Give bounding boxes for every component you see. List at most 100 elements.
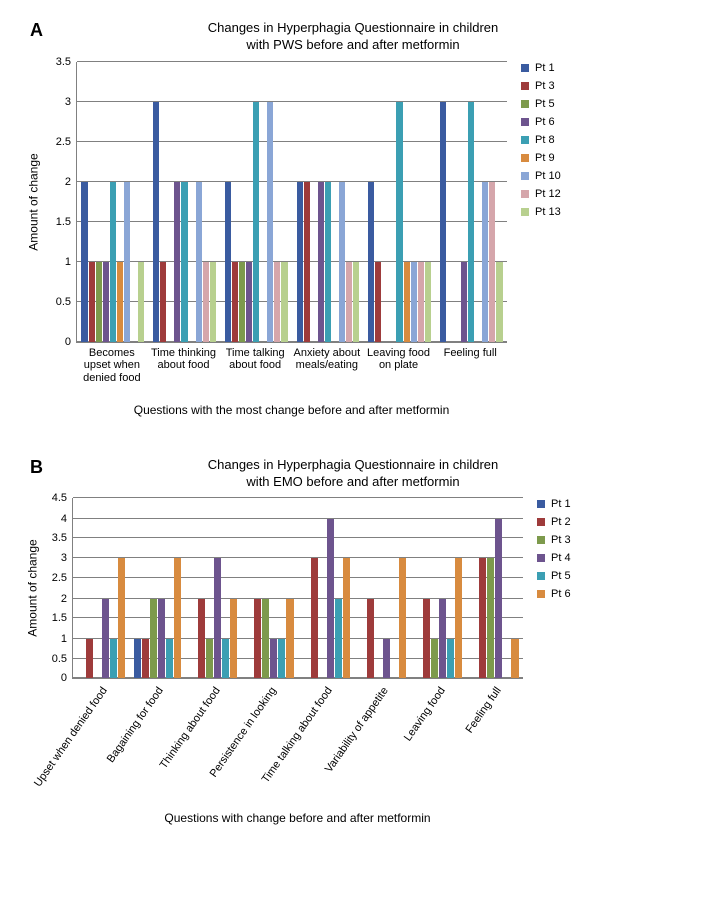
legend-item: Pt 1 (537, 498, 607, 510)
bar (214, 558, 221, 678)
x-label: Time talking about food (219, 343, 291, 385)
y-tick: 1 (65, 256, 77, 268)
bar (239, 262, 245, 342)
bar (425, 262, 431, 342)
bar (174, 558, 181, 678)
bar (142, 639, 149, 679)
bar (281, 262, 287, 342)
bar (89, 262, 95, 342)
panel-a: A Changes in Hyperphagia Questionnaire i… (20, 20, 686, 417)
legend-swatch (521, 154, 529, 162)
bar (118, 558, 125, 678)
chart-a-title-line2: with PWS before and after metformin (246, 37, 459, 52)
legend-swatch (537, 536, 545, 544)
legend-label: Pt 1 (551, 498, 571, 510)
bar-group (149, 62, 221, 342)
chart-a-row: Amount of change 00.511.522.533.5 Become… (20, 62, 686, 417)
bar (411, 262, 417, 342)
bar-group (77, 62, 149, 342)
bar-group (220, 62, 292, 342)
chart-a-xtitle: Questions with the most change before an… (76, 403, 507, 417)
bar (222, 639, 229, 679)
bar (262, 599, 269, 679)
bar-group (73, 498, 129, 678)
legend-swatch (521, 100, 529, 108)
legend-label: Pt 1 (535, 62, 555, 74)
bar (153, 102, 159, 342)
bar (353, 262, 359, 342)
x-label: Leaving food on plate (363, 343, 435, 385)
bar (134, 639, 141, 679)
bar (86, 639, 93, 679)
bar (367, 599, 374, 679)
bar (439, 599, 446, 679)
bar (181, 182, 187, 342)
bar (431, 639, 438, 679)
legend-item: Pt 5 (537, 570, 607, 582)
y-tick: 2 (61, 593, 73, 605)
legend-label: Pt 9 (535, 152, 555, 164)
chart-a-ylabel: Amount of change (27, 153, 41, 250)
legend-label: Pt 6 (535, 116, 555, 128)
legend-item: Pt 1 (521, 62, 601, 74)
chart-b-plot-outer: 00.511.522.533.544.5 Upset when denied f… (72, 498, 523, 825)
chart-a-ylabel-cell: Amount of change (20, 62, 48, 342)
bar-group (129, 498, 185, 678)
bar (318, 182, 324, 342)
y-tick: 3 (61, 552, 73, 564)
legend-item: Pt 13 (521, 206, 601, 218)
bar (511, 639, 518, 679)
bar (418, 262, 424, 342)
bar (383, 639, 390, 679)
y-tick: 2 (65, 176, 77, 188)
chart-a-title-line1: Changes in Hyperphagia Questionnaire in … (208, 20, 499, 35)
bar (96, 262, 102, 342)
legend-item: Pt 2 (537, 516, 607, 528)
legend-swatch (521, 136, 529, 144)
chart-b-ylabel-cell: Amount of change (20, 498, 46, 678)
legend-swatch (537, 500, 545, 508)
legend-item: Pt 3 (537, 534, 607, 546)
y-tick: 3.5 (52, 532, 73, 544)
chart-b-plot: 00.511.522.533.544.5 (72, 498, 523, 679)
bar-group (298, 498, 354, 678)
chart-a-legend: Pt 1Pt 3Pt 5Pt 6Pt 8Pt 9Pt 10Pt 12Pt 13 (507, 62, 601, 224)
bar (447, 639, 454, 679)
bar (461, 262, 467, 342)
bar (246, 262, 252, 342)
legend-item: Pt 3 (521, 80, 601, 92)
bar (495, 519, 502, 679)
bar-group (435, 62, 507, 342)
y-tick: 4.5 (52, 492, 73, 504)
bar (230, 599, 237, 679)
bar-group (467, 498, 523, 678)
legend-swatch (521, 190, 529, 198)
legend-item: Pt 12 (521, 188, 601, 200)
y-tick: 1.5 (52, 612, 73, 624)
bar (396, 102, 402, 342)
bar (225, 182, 231, 342)
bar (210, 262, 216, 342)
panel-a-label: A (30, 20, 43, 41)
bar-group (292, 62, 364, 342)
legend-swatch (521, 64, 529, 72)
bar (440, 102, 446, 342)
legend-label: Pt 6 (551, 588, 571, 600)
bar (311, 558, 318, 678)
bar (270, 639, 277, 679)
chart-b-xlabels: Upset when denied foodBagaining for food… (72, 679, 522, 793)
bar (327, 519, 334, 679)
legend-label: Pt 5 (551, 570, 571, 582)
bar (254, 599, 261, 679)
chart-b-title-line2: with EMO before and after metformin (246, 474, 459, 489)
legend-label: Pt 5 (535, 98, 555, 110)
bar (496, 262, 502, 342)
bar (174, 182, 180, 342)
x-label: Time thinking about food (148, 343, 220, 385)
chart-b-row: Amount of change 00.511.522.533.544.5 Up… (20, 498, 686, 825)
bar (198, 599, 205, 679)
bars-layer (73, 498, 523, 678)
bar (267, 102, 273, 342)
y-tick: 3.5 (56, 56, 77, 68)
bar (196, 182, 202, 342)
